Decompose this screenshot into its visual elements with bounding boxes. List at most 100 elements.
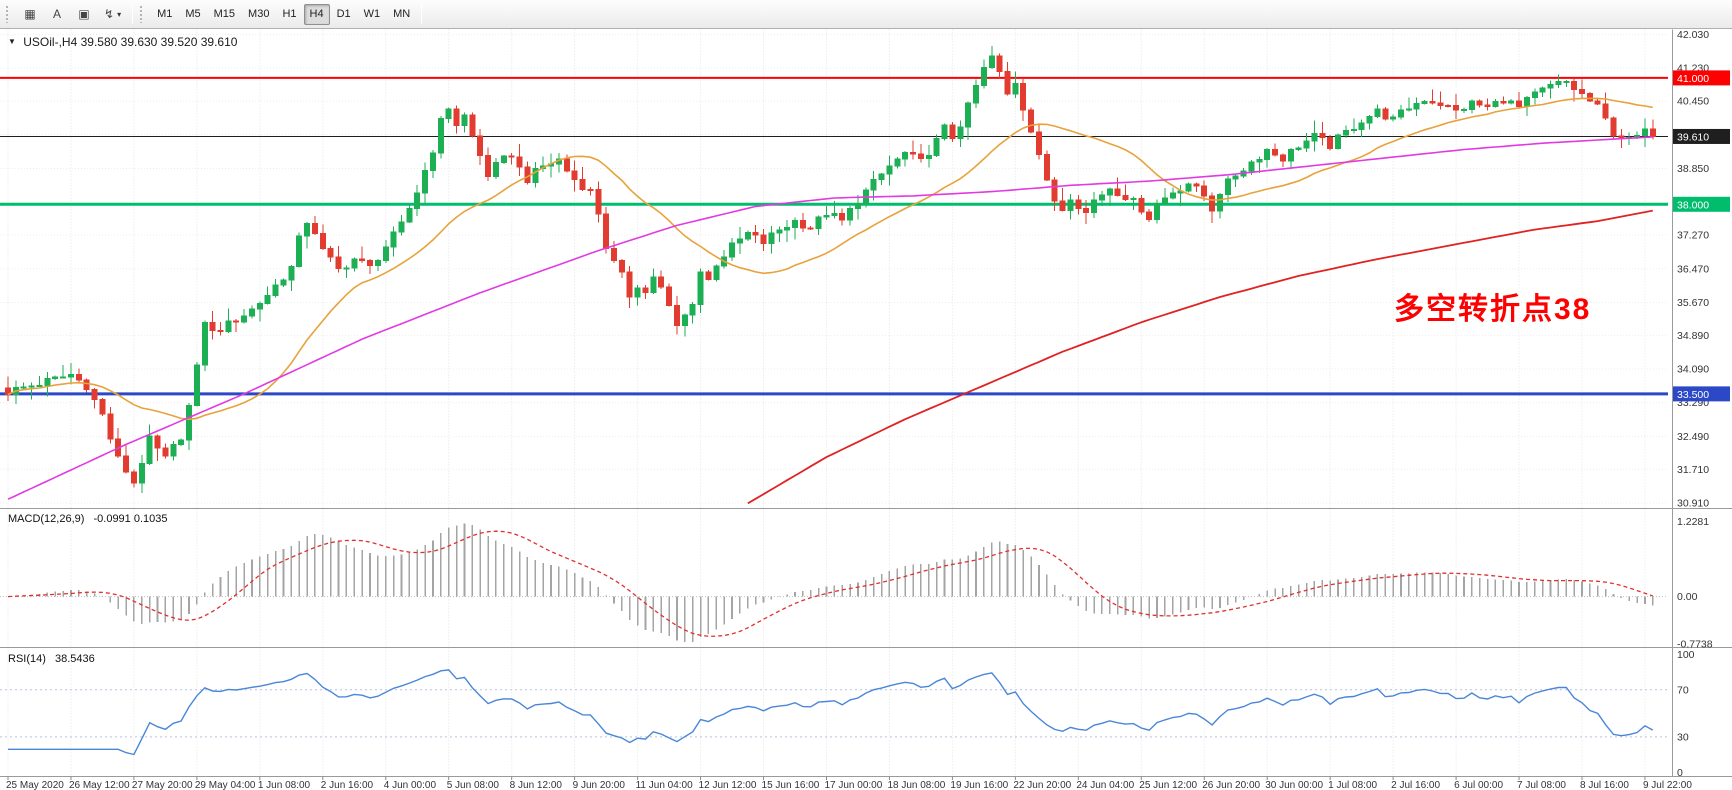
pivot-line-badge (1673, 196, 1730, 212)
time-axis-label: 1 Jul 08:00 (1328, 780, 1377, 790)
rsi-axis: 100 70 30 0 (1677, 649, 1695, 779)
time-axis-label: 6 Jul 00:00 (1454, 780, 1503, 790)
ma-mid-line (7, 136, 1653, 500)
ma-fast-line (7, 97, 1653, 421)
time-axis-label: 8 Jun 12:00 (510, 780, 563, 790)
time-axis-label: 25 Jun 12:00 (1139, 780, 1197, 790)
price-axis-label: 40.450 (1677, 96, 1709, 108)
time-axis-label: 11 Jun 04:00 (636, 780, 694, 790)
axes-frame (0, 29, 1732, 777)
price-axis-label: 35.670 (1677, 297, 1709, 309)
price-axis-label: 31.710 (1677, 464, 1709, 476)
time-axis-label: 7 Jul 08:00 (1517, 780, 1566, 790)
time-axis-label: 17 Jun 00:00 (824, 780, 882, 790)
rsi-axis-label: 100 (1677, 649, 1695, 661)
price-axis-label: 34.090 (1677, 364, 1709, 376)
time-axis-label: 22 Jun 20:00 (1013, 780, 1071, 790)
timeframe-button-m1[interactable]: M1 (151, 4, 178, 25)
timeframe-button-mn[interactable]: MN (387, 4, 416, 25)
support-line-badge (1673, 386, 1730, 402)
timeframe-button-h4[interactable]: H4 (303, 3, 330, 25)
svg-text:33.500: 33.500 (1677, 389, 1709, 401)
dropdown-caret-icon: ▾ (117, 9, 122, 19)
price-axis-label: 34.890 (1677, 330, 1709, 342)
timeframe-button-h1[interactable]: H1 (276, 4, 302, 25)
svg-text:38.000: 38.000 (1677, 199, 1709, 211)
timeframe-button-m5[interactable]: M5 (179, 4, 206, 25)
timeframe-button-d1[interactable]: D1 (331, 4, 357, 25)
price-axis-label: 37.270 (1677, 230, 1709, 242)
resistance-line-badge (1673, 70, 1730, 86)
macd-values: -0.0991 0.1035 (93, 513, 168, 525)
chart-window-icon[interactable]: ▣ (71, 4, 97, 25)
symbol-ohlc-text: USOil-,H4 39.580 39.630 39.520 39.610 (23, 35, 238, 49)
toolbar-grip[interactable] (140, 5, 146, 23)
current-price-line-badge (1673, 128, 1730, 144)
time-axis-label: 5 Jun 08:00 (447, 780, 500, 790)
macd-signal-line (7, 530, 1654, 637)
rsi-axis-label: 70 (1677, 684, 1689, 696)
price-axis-label: 30.910 (1677, 498, 1709, 510)
price-axis-label: 42.030 (1677, 29, 1709, 41)
macd-axis: 1.2281 0.00 -0.7738 (1677, 516, 1713, 650)
macd-histogram (15, 523, 1654, 643)
collapse-icon[interactable]: ▼ (8, 37, 16, 46)
rsi-indicator-label: RSI(14) 38.5436 (8, 653, 95, 665)
market-watch-icon[interactable]: ▦ (17, 4, 43, 25)
macd-indicator-label: MACD(12,26,9) -0.0991 0.1035 (8, 513, 168, 525)
time-axis-label: 19 Jun 16:00 (950, 780, 1008, 790)
timeframe-button-m30[interactable]: M30 (242, 4, 275, 25)
time-gridlines (7, 29, 1646, 777)
time-axis-label: 25 May 2020 (6, 780, 64, 790)
price-axis-label: 32.490 (1677, 431, 1709, 443)
price-axis: 42.03041.23040.45039.66038.85037.27036.4… (1677, 29, 1709, 510)
time-axis-label: 26 May 12:00 (69, 780, 130, 790)
rsi-axis-label: 0 (1677, 767, 1683, 779)
time-axis-label: 2 Jun 16:00 (321, 780, 374, 790)
time-axis-label: 15 Jun 16:00 (762, 780, 820, 790)
macd-axis-label: 0.00 (1677, 591, 1698, 603)
price-badges: 41.000 39.610 38.000 33.500 (1673, 70, 1730, 402)
rsi-name: RSI(14) (8, 653, 46, 665)
time-axis-label: 1 Jun 08:00 (258, 780, 311, 790)
macd-name: MACD(12,26,9) (8, 513, 85, 525)
price-axis-label: 36.470 (1677, 263, 1709, 275)
time-axis-label: 26 Jun 20:00 (1202, 780, 1260, 790)
toolbar-separator (421, 4, 423, 24)
timeframe-button-w1[interactable]: W1 (358, 4, 387, 25)
ma-slow-line (747, 209, 1653, 505)
timeframe-button-m15[interactable]: M15 (208, 4, 241, 25)
time-axis-label: 30 Jun 00:00 (1265, 780, 1323, 790)
top-toolbar: ▦ A ▣ ↯ ▾ M1 M5 M15 M30 H1 H4 D1 W1 MN (0, 0, 1732, 29)
time-axis-label: 29 May 04:00 (195, 780, 256, 790)
time-axis-label: 18 Jun 08:00 (887, 780, 945, 790)
level-lines[interactable] (0, 76, 1668, 396)
rsi-line (8, 669, 1654, 756)
time-axis-label: 2 Jul 16:00 (1391, 780, 1440, 790)
price-annotation: 多空转折点38 (1394, 293, 1592, 326)
time-axis-label: 24 Jun 04:00 (1076, 780, 1134, 790)
toolbar-separator (132, 4, 134, 24)
rsi-value: 38.5436 (54, 653, 95, 665)
timeframe-toolbar: M1 M5 M15 M30 H1 H4 D1 W1 MN (151, 3, 416, 25)
price-gridlines (0, 34, 1668, 504)
price-axis-label: 38.850 (1677, 163, 1709, 175)
chart-title: ▼ USOil-,H4 39.580 39.630 39.520 39.610 (8, 35, 237, 49)
time-axis-label: 12 Jun 12:00 (699, 780, 757, 790)
text-label-button[interactable]: A (44, 4, 70, 25)
macd-axis-label: -0.7738 (1677, 638, 1713, 650)
time-axis-label: 27 May 20:00 (132, 780, 193, 790)
time-axis-label: 9 Jun 20:00 (573, 780, 626, 790)
time-axis: 25 May 2020 26 May 12:00 27 May 20:00 29 Ma… (6, 776, 1692, 790)
time-axis-label: 8 Jul 16:00 (1580, 780, 1629, 790)
time-axis-label: 9 Jul 22:00 (1643, 780, 1692, 790)
quick-tools-dropdown[interactable]: ↯ ▾ (98, 4, 127, 25)
candlestick-series (5, 46, 1656, 493)
svg-text:41.000: 41.000 (1677, 73, 1709, 85)
macd-axis-label: 1.2281 (1677, 516, 1709, 528)
tool-icons: ▦ A ▣ ↯ ▾ (17, 4, 127, 25)
svg-text:39.610: 39.610 (1677, 131, 1709, 143)
time-axis-label: 4 Jun 00:00 (384, 780, 437, 790)
toolbar-grip[interactable] (6, 5, 11, 23)
